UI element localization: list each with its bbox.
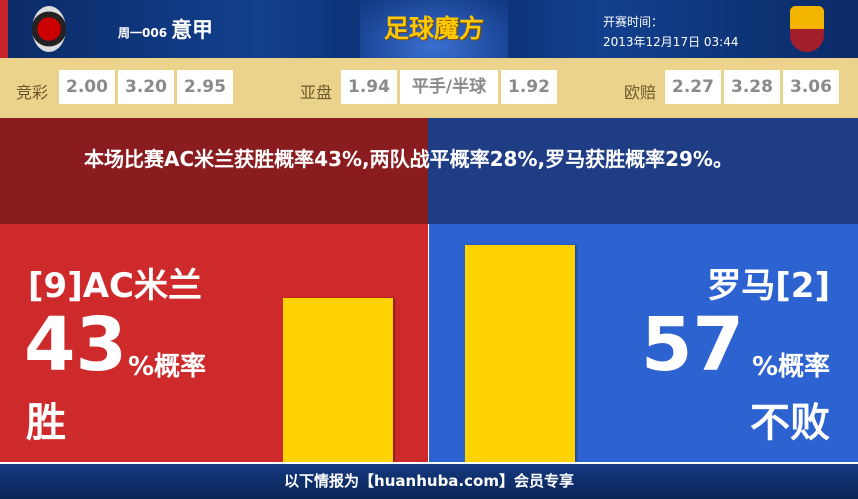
jingcai-lose: 2.95 [177, 70, 233, 104]
home-team-name: [9]AC米兰 [28, 266, 203, 306]
away-team-logo [790, 6, 824, 52]
league-name: 意甲 [171, 18, 214, 42]
home-percent: 43 [24, 302, 127, 388]
member-footer[interactable]: 以下情报为【huanhuba.com】会员专享 [0, 462, 858, 499]
jingcai-win: 2.00 [59, 70, 115, 104]
header: 周一006 意甲 足球魔方 开赛时间： 2013年12月17日 03:44 [0, 0, 858, 58]
away-panel: 罗马[2] 57 %概率 不败 [429, 224, 858, 462]
home-probability-bar [283, 298, 393, 462]
asian-handicap: 平手/半球 [400, 70, 498, 104]
divider [428, 224, 429, 462]
asian-home: 1.94 [341, 70, 397, 104]
odds-bar: 竞彩 2.00 3.20 2.95 亚盘 1.94 平手/半球 1.92 欧赔 … [0, 58, 858, 118]
home-team-logo [32, 6, 66, 52]
away-probability-bar [465, 245, 575, 462]
league-info: 周一006 意甲 [118, 14, 213, 44]
jingcai-draw: 3.20 [118, 70, 174, 104]
kickoff-label: 开赛时间： [603, 15, 664, 29]
red-strip [0, 0, 8, 58]
kickoff-time: 2013年12月17日 03:44 [603, 35, 739, 49]
euro-lose: 3.06 [783, 70, 839, 104]
away-unit: %概率 [751, 352, 830, 382]
euro-draw: 3.28 [724, 70, 780, 104]
brand-logo: 足球魔方 [360, 0, 508, 58]
euro-win: 2.27 [665, 70, 721, 104]
home-panel: [9]AC米兰 43 %概率 胜 [0, 224, 428, 462]
jingcai-label: 竞彩 [16, 83, 49, 102]
home-result: 胜 [26, 400, 66, 446]
asian-away: 1.92 [501, 70, 557, 104]
kickoff-info: 开赛时间： 2013年12月17日 03:44 [603, 12, 738, 52]
euro-label: 欧赔 [624, 83, 657, 102]
prediction-text: 本场比赛AC米兰获胜概率43%,两队战平概率28%,罗马获胜概率29%。 [84, 147, 733, 171]
away-percent: 57 [641, 302, 744, 388]
away-result: 不败 [750, 400, 830, 446]
asian-label: 亚盘 [300, 83, 333, 102]
away-team-name: 罗马[2] [707, 266, 830, 306]
prediction-message: 本场比赛AC米兰获胜概率43%,两队战平概率28%,罗马获胜概率29%。 [0, 118, 858, 224]
home-unit: %概率 [128, 352, 207, 382]
match-code: 周一006 [118, 26, 168, 40]
